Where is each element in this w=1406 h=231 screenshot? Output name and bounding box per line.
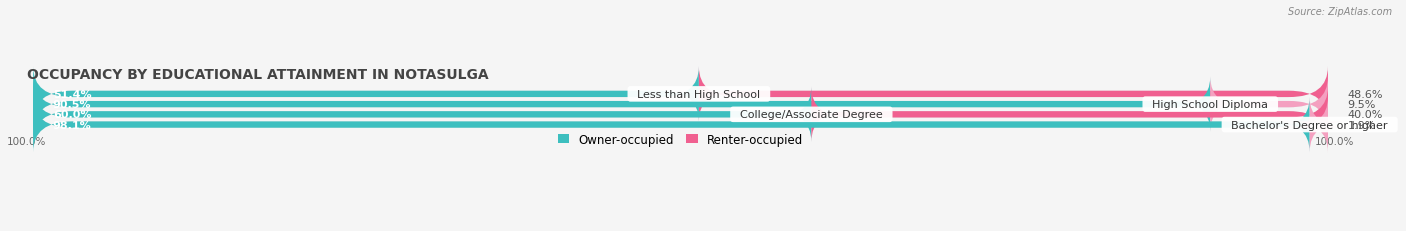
FancyBboxPatch shape <box>34 88 1329 142</box>
Text: 9.5%: 9.5% <box>1347 100 1376 110</box>
FancyBboxPatch shape <box>699 67 1329 122</box>
Text: 1.9%: 1.9% <box>1347 120 1376 130</box>
FancyBboxPatch shape <box>34 67 699 122</box>
FancyBboxPatch shape <box>34 77 1329 132</box>
Text: 51.4%: 51.4% <box>53 89 91 100</box>
Text: 98.1%: 98.1% <box>53 120 91 130</box>
Text: 48.6%: 48.6% <box>1347 89 1384 100</box>
FancyBboxPatch shape <box>34 98 1309 152</box>
FancyBboxPatch shape <box>1289 98 1348 152</box>
Text: 90.5%: 90.5% <box>53 100 91 110</box>
FancyBboxPatch shape <box>34 77 1211 132</box>
Text: High School Diploma: High School Diploma <box>1146 100 1275 110</box>
FancyBboxPatch shape <box>34 88 811 142</box>
Text: Bachelor's Degree or higher: Bachelor's Degree or higher <box>1225 120 1395 130</box>
FancyBboxPatch shape <box>811 88 1329 142</box>
Text: 40.0%: 40.0% <box>1347 110 1384 120</box>
FancyBboxPatch shape <box>1211 77 1329 132</box>
Text: OCCUPANCY BY EDUCATIONAL ATTAINMENT IN NOTASULGA: OCCUPANCY BY EDUCATIONAL ATTAINMENT IN N… <box>27 68 488 82</box>
FancyBboxPatch shape <box>34 98 1329 152</box>
Text: 60.0%: 60.0% <box>53 110 91 120</box>
Text: Source: ZipAtlas.com: Source: ZipAtlas.com <box>1288 7 1392 17</box>
Text: Less than High School: Less than High School <box>630 89 768 100</box>
Text: College/Associate Degree: College/Associate Degree <box>733 110 890 120</box>
FancyBboxPatch shape <box>34 67 1329 122</box>
Legend: Owner-occupied, Renter-occupied: Owner-occupied, Renter-occupied <box>553 128 808 151</box>
